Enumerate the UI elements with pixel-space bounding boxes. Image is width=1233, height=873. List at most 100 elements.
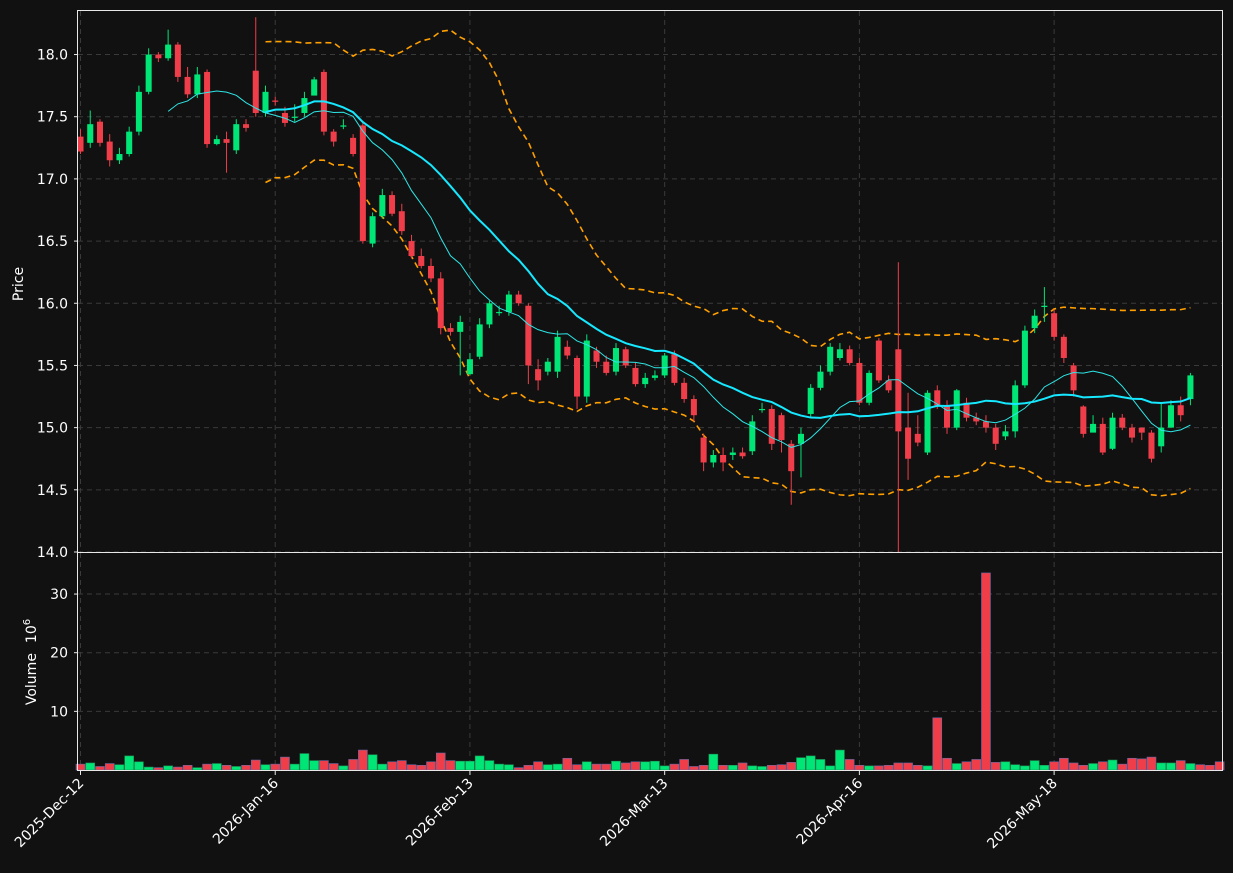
volume-bar bbox=[182, 765, 193, 771]
volume-bar bbox=[698, 765, 709, 771]
volume-bar bbox=[620, 762, 631, 771]
volume-bar bbox=[728, 765, 738, 771]
volume-bar bbox=[289, 763, 300, 771]
volume-bar bbox=[981, 572, 991, 771]
candle-body bbox=[690, 399, 697, 416]
price-tick-label: 17.0 bbox=[37, 172, 68, 188]
price-panel: 14.0 14.5 15.0 15.5 16.0 16.5 17.0 17.5 18.0 Pri… bbox=[11, 10, 1223, 561]
volume-bar bbox=[650, 760, 660, 771]
volume-bar bbox=[611, 760, 621, 771]
volume-bar bbox=[552, 763, 563, 771]
candle-body bbox=[457, 321, 464, 332]
volume-bar bbox=[766, 765, 777, 771]
volume-bar bbox=[445, 760, 456, 771]
candle-body bbox=[174, 44, 181, 77]
volume-bar bbox=[260, 764, 271, 771]
volume-bar bbox=[104, 763, 115, 771]
candle-body bbox=[466, 359, 473, 375]
candle-body bbox=[1021, 330, 1028, 386]
volume-bar bbox=[1000, 761, 1011, 771]
volume-bar bbox=[942, 757, 952, 771]
volume-multiplier-exponent: 6 bbox=[22, 619, 33, 625]
candle-body bbox=[846, 349, 853, 363]
volume-bar bbox=[348, 759, 358, 771]
volume-bar bbox=[1039, 765, 1050, 771]
candle-body bbox=[496, 311, 503, 314]
volume-bar bbox=[689, 766, 699, 771]
volume-bar bbox=[562, 757, 573, 771]
price-grid bbox=[78, 11, 1222, 553]
candle-body bbox=[914, 433, 921, 443]
volume-tick-label: 10 bbox=[50, 704, 68, 720]
volume-bar bbox=[815, 759, 826, 771]
volume-bar bbox=[134, 761, 144, 771]
volume-bar bbox=[708, 753, 719, 771]
candle-body bbox=[574, 357, 581, 397]
fast-moving-average-line bbox=[167, 90, 1191, 448]
volume-bar bbox=[387, 761, 397, 771]
volume-bar bbox=[1117, 763, 1128, 771]
candle-body bbox=[593, 350, 600, 362]
candle-body bbox=[116, 154, 123, 161]
volume-bar bbox=[835, 749, 845, 771]
volume-bar bbox=[250, 759, 261, 771]
volume-bar bbox=[1020, 765, 1030, 771]
candle-body bbox=[963, 402, 970, 418]
volume-bar bbox=[299, 753, 310, 771]
candle-body bbox=[681, 382, 688, 400]
volume-bar bbox=[153, 767, 164, 771]
volume-bar bbox=[1185, 763, 1196, 771]
candle-body bbox=[1031, 315, 1038, 329]
candle-body bbox=[252, 70, 259, 113]
volume-bar bbox=[971, 759, 982, 771]
volume-bar bbox=[328, 763, 339, 771]
candle-body bbox=[204, 71, 211, 145]
candle-body bbox=[1177, 405, 1184, 416]
volume-bar bbox=[1029, 760, 1040, 771]
volume-bar bbox=[465, 760, 475, 771]
candle-body bbox=[1070, 365, 1077, 391]
volume-bar bbox=[572, 764, 582, 771]
volume-bar bbox=[474, 755, 485, 771]
candle-body bbox=[661, 355, 668, 376]
candle-body bbox=[1128, 427, 1136, 438]
volume-bar bbox=[241, 765, 251, 771]
candle-body bbox=[145, 54, 152, 92]
candle-body bbox=[350, 137, 357, 155]
upper-band-line bbox=[265, 29, 1191, 348]
volume-bar bbox=[903, 762, 913, 771]
candle-body bbox=[272, 100, 279, 102]
volume-bar bbox=[494, 763, 504, 771]
candle-body bbox=[1109, 417, 1116, 449]
candle-body bbox=[427, 265, 435, 279]
candle-body bbox=[554, 336, 561, 372]
candle-body bbox=[982, 421, 989, 428]
candle-body bbox=[369, 216, 376, 244]
volume-bar bbox=[883, 765, 894, 771]
volume-bar bbox=[805, 755, 816, 771]
volume-bar bbox=[231, 766, 242, 771]
candle-body bbox=[973, 417, 980, 422]
price-tick-label: 14.5 bbox=[37, 483, 68, 499]
volume-bar bbox=[435, 752, 446, 771]
candle-body bbox=[749, 421, 756, 452]
candle-body bbox=[603, 361, 610, 373]
candle-body bbox=[379, 195, 386, 217]
candle-body bbox=[194, 74, 201, 95]
candle-body bbox=[330, 131, 337, 142]
volume-bar bbox=[1098, 761, 1108, 771]
volume-axis-label: Volume 106 bbox=[22, 619, 40, 705]
candle-body bbox=[106, 141, 113, 161]
volume-bar bbox=[786, 762, 797, 771]
price-tick-label: 18.0 bbox=[37, 48, 68, 64]
candle-body bbox=[944, 405, 951, 428]
candle-body bbox=[875, 340, 882, 381]
candle-body bbox=[700, 437, 707, 463]
candle-body bbox=[1158, 427, 1165, 447]
volume-bar bbox=[640, 761, 650, 771]
volume-bar bbox=[426, 761, 436, 771]
candle-body bbox=[398, 211, 405, 232]
